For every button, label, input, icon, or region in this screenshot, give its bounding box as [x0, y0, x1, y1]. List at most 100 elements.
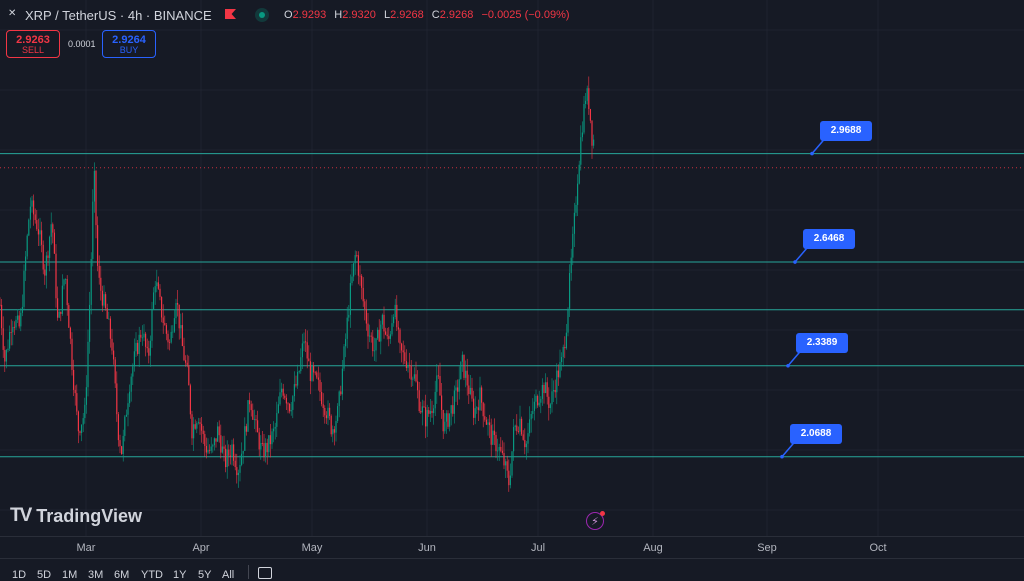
candle-body-117 [186, 362, 188, 366]
tradingview-logo[interactable]: TV TradingView [10, 505, 142, 527]
candle-body-286 [457, 387, 459, 392]
candle-body-42 [66, 279, 68, 306]
candle-body-94 [149, 340, 151, 356]
range-1y-button[interactable]: 1Y [173, 569, 187, 581]
range-6m-button[interactable]: 6M [114, 569, 130, 581]
candle-body-34 [53, 232, 55, 254]
candle-body-182 [290, 409, 292, 412]
candle-body-198 [316, 372, 318, 378]
range-1m-button[interactable]: 1M [62, 569, 78, 581]
spread-value: 0.0001 [68, 39, 96, 49]
candle-body-83 [132, 366, 134, 377]
candle-body-147 [234, 460, 236, 468]
candle-body-15 [23, 270, 25, 307]
candle-body-12 [18, 315, 20, 327]
symbol-title[interactable]: XRP / TetherUS · 4h · BINANCE [25, 8, 212, 23]
candle-body-32 [50, 224, 52, 237]
candle-body-157 [250, 404, 252, 411]
range-all-button[interactable]: All [222, 569, 235, 581]
price-chart[interactable] [0, 0, 1024, 536]
candle-body-156 [249, 400, 251, 405]
candle-body-258 [412, 378, 414, 380]
candle-body-132 [210, 446, 212, 451]
candle-body-255 [407, 365, 409, 369]
candle-body-160 [255, 419, 257, 421]
candle-body-89 [141, 337, 143, 339]
callout-tail-3 [781, 442, 795, 458]
candle-body-93 [148, 348, 150, 356]
sell-button[interactable]: 2.9263 SELL [6, 30, 60, 58]
time-label-apr: Apr [192, 542, 210, 554]
candle-body-27 [42, 244, 44, 270]
candle-body-216 [345, 338, 347, 347]
chart-area[interactable] [0, 0, 1024, 536]
candle-body-197 [314, 372, 316, 374]
candle-body-122 [194, 424, 196, 429]
candle-body-48 [76, 393, 78, 412]
candle-body-72 [114, 359, 116, 384]
candle-body-341 [545, 382, 547, 394]
candle-body-209 [333, 429, 335, 433]
candle-body-247 [394, 304, 396, 318]
candle-body-168 [268, 435, 270, 453]
candle-body-362 [578, 164, 580, 184]
candle-body-259 [413, 374, 415, 379]
high-value: 2.9320 [342, 9, 376, 21]
candle-body-304 [485, 419, 487, 425]
candle-body-330 [527, 433, 529, 444]
range-3m-button[interactable]: 3M [88, 569, 104, 581]
open-value: 2.9293 [292, 9, 327, 21]
candle-body-256 [409, 365, 411, 366]
candle-body-24 [37, 229, 39, 235]
candle-body-74 [117, 414, 119, 441]
candle-body-79 [125, 414, 127, 417]
candle-body-143 [228, 449, 230, 456]
candle-body-361 [577, 183, 579, 205]
candle-body-195 [311, 365, 313, 381]
candle-body-224 [357, 255, 359, 276]
candle-body-162 [258, 432, 260, 450]
candle-body-167 [266, 442, 268, 453]
candle-body-305 [487, 422, 489, 425]
candle-body-281 [449, 413, 451, 427]
candle-body-314 [501, 450, 503, 454]
candle-body-139 [221, 446, 223, 453]
candle-body-188 [300, 357, 302, 372]
candle-body-207 [330, 415, 332, 435]
callout-label-0[interactable]: 2.9688 [820, 120, 872, 141]
flag-icon[interactable] [225, 9, 236, 19]
candle-body-322 [514, 425, 516, 428]
range-ytd-button[interactable]: YTD [141, 569, 163, 581]
callout-label-2[interactable]: 2.3389 [796, 332, 848, 353]
candle-body-119 [189, 385, 191, 415]
candle-body-189 [301, 343, 303, 358]
candle-body-284 [453, 390, 455, 414]
candle-body-354 [565, 332, 567, 349]
candle-body-266 [425, 407, 427, 427]
callout-anchor-2 [786, 363, 790, 368]
candle-body-150 [239, 464, 241, 473]
range-5y-button[interactable]: 5Y [198, 569, 212, 581]
candle-body-270 [431, 410, 433, 414]
candle-body-40 [63, 279, 65, 286]
candle-body-329 [525, 443, 527, 448]
candle-body-151 [241, 453, 243, 465]
candle-body-100 [159, 288, 161, 297]
candle-body-264 [421, 406, 423, 413]
callout-label-1[interactable]: 2.6468 [803, 229, 855, 250]
range-5d-button[interactable]: 5D [37, 569, 52, 581]
callout-label-3[interactable]: 2.0688 [790, 423, 842, 444]
time-axis[interactable]: Mar Apr May Jun Jul Aug Sep Oct [0, 536, 1024, 559]
buy-button[interactable]: 2.9264 BUY [102, 30, 156, 58]
candle-body-159 [253, 419, 255, 420]
candle-body-67 [106, 308, 108, 319]
candle-body-217 [346, 317, 348, 339]
flash-icon[interactable]: ⚡ [586, 511, 605, 530]
candle-body-38 [60, 311, 62, 314]
candle-body-369 [589, 109, 591, 121]
candle-body-234 [373, 350, 375, 352]
candle-body-237 [378, 329, 380, 342]
range-1d-button[interactable]: 1D [12, 569, 27, 581]
calendar-icon[interactable] [258, 567, 272, 579]
candle-body-103 [164, 322, 166, 326]
